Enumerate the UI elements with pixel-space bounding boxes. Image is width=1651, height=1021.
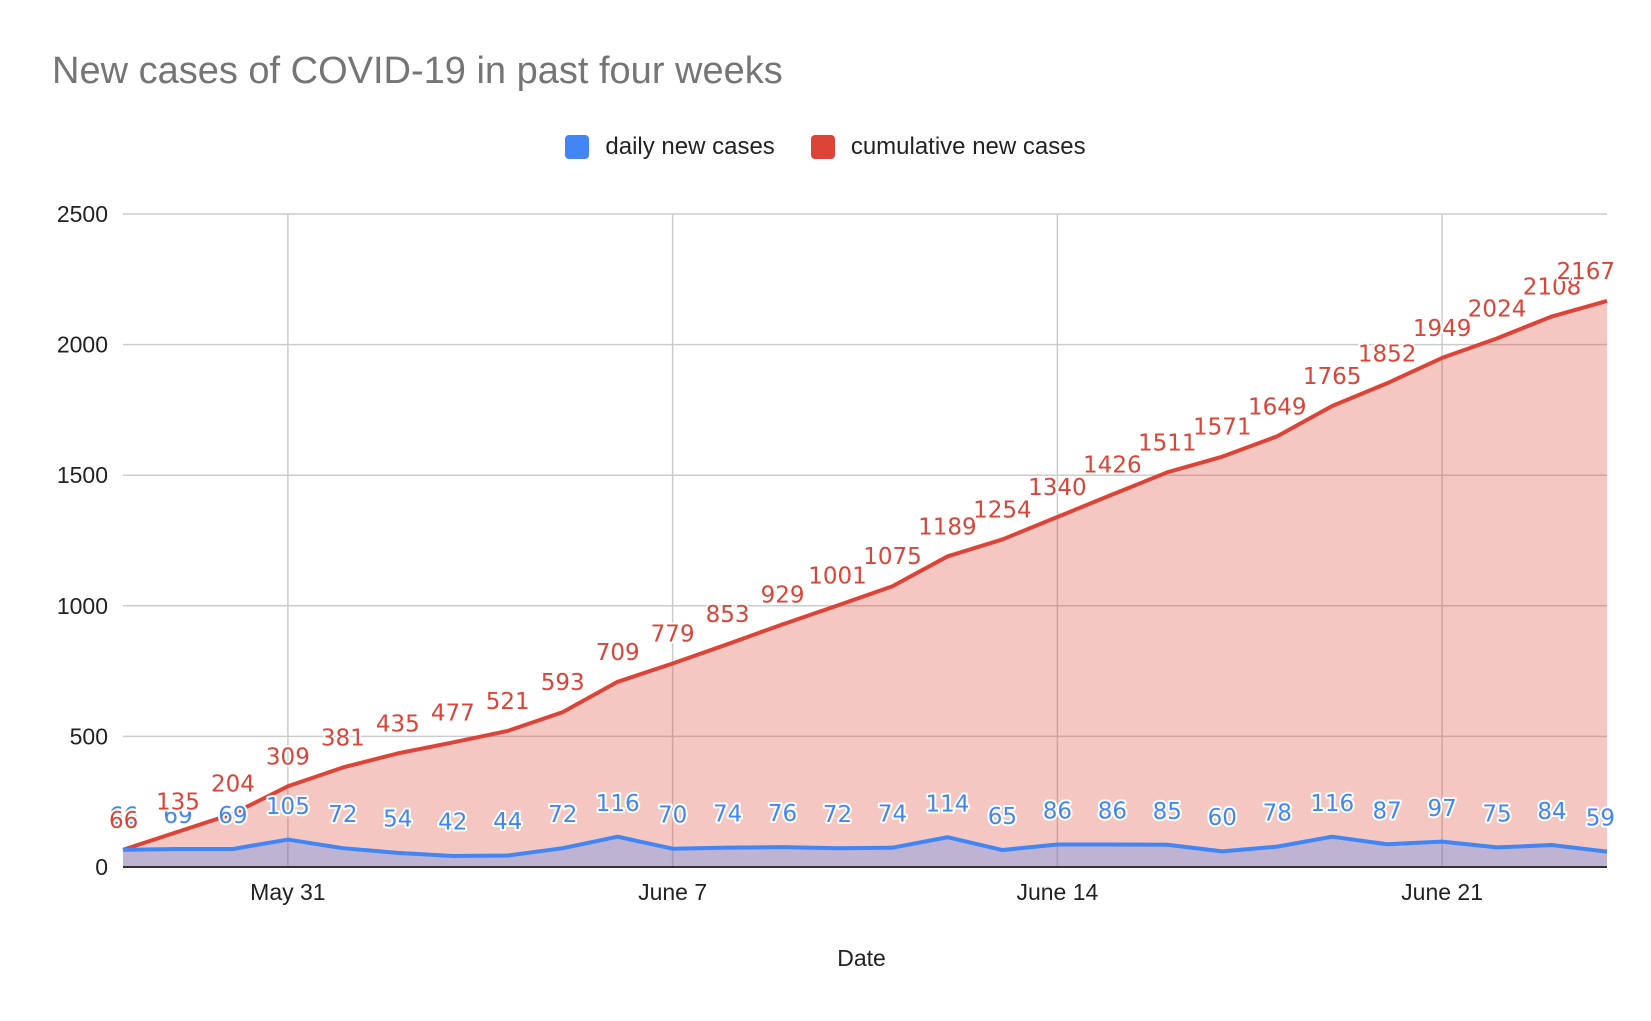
data-label-cumulative: 1254	[973, 497, 1032, 523]
data-label-daily: 69	[163, 803, 192, 829]
data-label-daily: 72	[328, 802, 357, 828]
data-label-cumulative: 1649	[1248, 394, 1307, 420]
data-label-cumulative: 204	[211, 772, 255, 798]
data-label-cumulative: 1852	[1358, 341, 1417, 367]
y-tick-label: 500	[70, 723, 108, 749]
legend-label-daily: daily new cases	[605, 133, 775, 160]
data-label-daily: 59	[1586, 805, 1615, 831]
series-line-daily	[122, 834, 1608, 859]
data-label-daily: 72	[548, 802, 577, 828]
data-label-cumulative: 2024	[1468, 296, 1527, 322]
data-label-daily: 86	[1043, 799, 1072, 825]
x-tick-label: May 31	[250, 879, 325, 905]
data-label-cumulative: 593	[541, 670, 585, 696]
y-tick-label: 1000	[57, 593, 108, 619]
data-label-daily: 116	[1310, 791, 1354, 817]
legend-item-cumulative[interactable]: cumulative new cases	[810, 133, 1086, 161]
chart-title: New cases of COVID-19 in past four weeks	[52, 50, 783, 92]
data-label-daily: 65	[988, 804, 1017, 830]
data-label-cumulative: 709	[596, 640, 640, 666]
data-label-cumulative: 1765	[1303, 364, 1362, 390]
data-label-daily: 97	[1427, 796, 1456, 822]
data-label-daily: 74	[878, 802, 907, 828]
data-label-cumulative: 1949	[1413, 316, 1472, 342]
x-tick-label: June 21	[1401, 879, 1483, 905]
data-label-daily: 105	[266, 794, 310, 820]
data-label-daily: 66	[109, 804, 138, 830]
data-label-cumulative: 477	[431, 700, 475, 726]
data-label-cumulative: 135	[156, 790, 200, 816]
series-line-cumulative	[122, 299, 1608, 852]
data-label-cumulative: 853	[706, 602, 750, 628]
data-label-daily: 72	[823, 802, 852, 828]
data-label-cumulative: 2108	[1523, 274, 1582, 300]
data-label-daily: 42	[438, 810, 467, 836]
x-tick-label: June 7	[638, 879, 707, 905]
data-label-daily: 86	[1098, 799, 1127, 825]
data-label-daily: 84	[1537, 799, 1566, 825]
data-label-daily: 60	[1208, 805, 1237, 831]
area-daily	[123, 836, 1607, 867]
y-tick-label: 2500	[57, 201, 108, 227]
data-label-cumulative: 1340	[1028, 475, 1087, 501]
y-tick-label: 1500	[57, 462, 108, 488]
data-label-daily: 74	[713, 802, 742, 828]
data-label-cumulative: 1426	[1083, 453, 1142, 479]
data-label-cumulative: 1189	[918, 514, 977, 540]
x-tick-label: June 14	[1016, 879, 1098, 905]
data-label-daily: 44	[493, 809, 522, 835]
data-label-daily: 70	[658, 803, 687, 829]
data-label-daily: 75	[1482, 801, 1511, 827]
data-label-cumulative: 779	[651, 622, 695, 648]
data-label-daily: 69	[218, 803, 247, 829]
data-label-cumulative: 381	[321, 725, 365, 751]
data-label-cumulative: 2167	[1556, 259, 1615, 285]
x-axis-label: Date	[837, 945, 886, 971]
data-label-daily: 114	[925, 792, 969, 818]
legend-swatch-daily	[565, 135, 590, 159]
data-label-cumulative: 309	[266, 744, 310, 770]
data-label-cumulative: 1075	[863, 544, 922, 570]
legend-label-cumulative: cumulative new cases	[850, 133, 1086, 160]
y-tick-label: 0	[95, 854, 108, 880]
data-label-daily: 54	[383, 807, 412, 833]
data-label-daily: 78	[1263, 801, 1292, 827]
data-label-cumulative: 521	[486, 689, 530, 715]
data-label-cumulative: 435	[376, 711, 420, 737]
data-label-cumulative: 1001	[808, 564, 867, 590]
data-label-daily: 85	[1153, 799, 1182, 825]
data-label-daily: 116	[596, 791, 640, 817]
data-label-daily: 87	[1373, 798, 1402, 824]
legend-item-daily[interactable]: daily new cases	[565, 133, 775, 161]
data-label-cumulative: 1571	[1193, 415, 1252, 441]
area-cumulative	[123, 300, 1607, 867]
data-label-daily: 76	[768, 801, 797, 827]
y-tick-label: 2000	[57, 332, 108, 358]
data-label-cumulative: 929	[761, 582, 805, 608]
legend: daily new cases cumulative new cases	[0, 133, 1651, 161]
data-label-cumulative: 1511	[1138, 430, 1197, 456]
legend-swatch-cumulative	[810, 135, 835, 159]
data-label-cumulative: 66	[109, 808, 138, 834]
